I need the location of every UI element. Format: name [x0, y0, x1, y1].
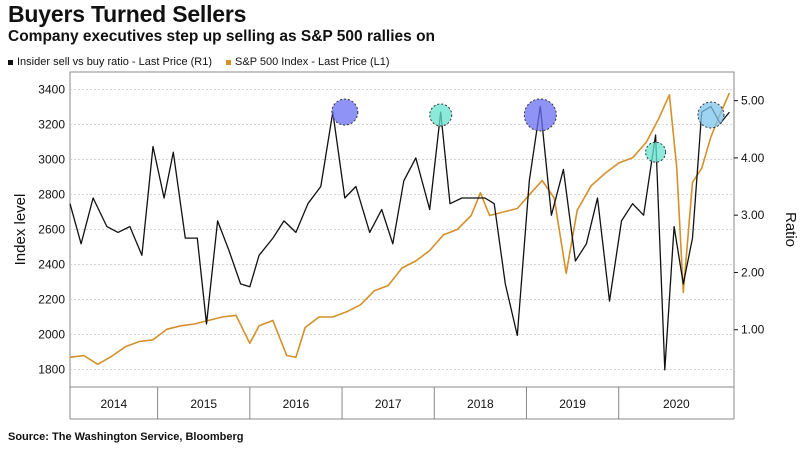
x-tick-label: 2015	[190, 397, 217, 411]
left-tick-label: 2600	[38, 223, 65, 237]
series-line-sp500	[69, 92, 731, 366]
highlight-circle	[697, 101, 725, 129]
legend-swatch-sp500	[226, 59, 232, 65]
chart-legend: Insider sell vs buy ratio - Last Price (…	[8, 56, 390, 68]
x-tick-label: 2020	[663, 397, 690, 411]
legend-label-ratio: Insider sell vs buy ratio - Last Price (…	[17, 56, 213, 68]
highlight-circle	[523, 98, 557, 132]
x-tick-label: 2016	[283, 397, 310, 411]
left-tick-label: 2000	[38, 328, 65, 342]
legend-label-sp500: S&P 500 Index - Last Price (L1)	[235, 56, 390, 68]
left-tick-label: 2800	[38, 188, 65, 202]
legend-swatch-ratio	[8, 59, 13, 65]
left-tick-label: 1800	[38, 363, 65, 377]
left-tick-label: 3200	[38, 118, 65, 132]
y-axis-right-label: Ratio	[782, 212, 799, 247]
left-tick-label: 2200	[38, 293, 65, 307]
legend-item-sp500: S&P 500 Index - Last Price (L1)	[226, 56, 390, 68]
x-tick-label: 2018	[467, 397, 494, 411]
highlight-circle	[331, 98, 359, 126]
left-tick-label: 3400	[38, 83, 65, 97]
x-tick-label: 2014	[100, 397, 127, 411]
chart-subtitle: Company executives step up selling as S&…	[8, 28, 435, 45]
right-tick-label: 4.00	[741, 151, 765, 165]
x-tick-label: 2019	[559, 397, 586, 411]
left-tick-label: 2400	[38, 258, 65, 272]
right-tick-label: 1.00	[741, 323, 765, 337]
right-tick-label: 5.00	[741, 94, 765, 108]
highlight-circle	[645, 141, 667, 163]
series-line-ratio	[69, 105, 730, 371]
legend-item-ratio: Insider sell vs buy ratio - Last Price (…	[8, 56, 212, 68]
x-tick-label: 2017	[375, 397, 402, 411]
chart-title: Buyers Turned Sellers	[8, 1, 247, 27]
highlight-circle	[429, 103, 453, 127]
left-tick-label: 3000	[38, 153, 65, 167]
right-tick-label: 3.00	[741, 208, 765, 222]
right-tick-label: 2.00	[741, 265, 765, 279]
y-axis-left-label: Index level	[12, 194, 29, 266]
source-note: Source: The Washington Service, Bloomber…	[8, 431, 244, 443]
